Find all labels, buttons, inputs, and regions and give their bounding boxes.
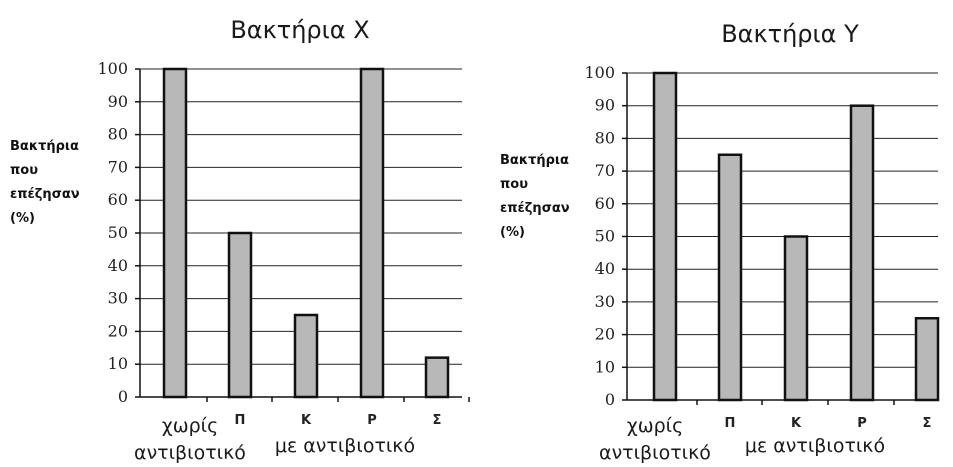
y-tick-label: 30 [595,292,615,311]
bar-Σ [424,356,450,399]
y-tick-label: 80 [595,128,615,147]
y-tick-label: 10 [108,354,128,373]
x-category-label: αντιβιοτικό [134,442,246,464]
y-axis-label: επέζησαν [10,187,80,202]
bar-Σ [914,317,940,402]
x-category-label: Σ [433,413,442,428]
y-tick-label: 50 [108,223,128,242]
x-category-label: χωρίς [162,415,219,437]
y-tick-label: 60 [595,194,615,213]
bar-control [652,71,678,402]
bar-Κ [783,235,809,402]
bar-Κ [293,313,319,399]
y-tick-label: 70 [595,161,615,180]
x-axis-label: με αντιβιοτικό [745,435,885,457]
bar-Ρ [849,104,875,402]
chart-x-title: Βακτήρια Χ [230,16,369,44]
x-category-label: Π [725,416,736,431]
bar-Ρ [359,67,385,399]
y-tick-label: 90 [595,96,615,115]
y-axis-label: που [10,163,38,178]
x-category-label: αντιβιοτικό [599,442,711,464]
bar-Π [717,153,743,402]
y-tick-label: 80 [108,125,128,144]
y-axis-label: Βακτήρια [500,153,569,168]
y-axis-label: (%) [500,225,525,240]
y-tick-label: 100 [584,63,615,82]
bar-control [162,67,188,399]
y-tick-label: 40 [595,259,615,278]
y-axis-label: επέζησαν [500,201,570,216]
x-axis-label: με αντιβιοτικό [275,435,415,457]
x-category-label: Π [235,413,246,428]
y-tick-label: 10 [595,357,615,376]
y-tick-label: 70 [108,157,128,176]
y-tick-label: 30 [108,289,128,308]
y-tick-label: 40 [108,256,128,275]
y-tick-label: 100 [97,59,128,78]
x-category-label: Σ [923,416,932,431]
y-tick-label: 50 [595,227,615,246]
y-axis-label: Βακτήρια [10,139,79,154]
y-tick-label: 20 [595,325,615,344]
chart-y: Βακτήρια Υ 0 10 20 30 40 50 60 70 80 90 100 χωρίς αντ… [500,20,940,464]
y-tick-label: 90 [108,92,128,111]
y-tick-label: 60 [108,190,128,209]
y-tick-label: 20 [108,321,128,340]
y-tick-label: 0 [605,390,615,409]
x-category-label: Κ [301,413,312,428]
x-category-label: Ρ [857,416,867,431]
x-category-label: Κ [791,416,802,431]
y-axis-label: (%) [10,211,35,226]
chart-y-title: Βακτήρια Υ [721,20,859,48]
y-axis-label: που [500,177,528,192]
x-category-label: Ρ [367,413,377,428]
y-tick-label: 0 [118,387,128,406]
bar-Π [227,231,253,399]
chart-x: Βακτήρια Χ 0 10 20 30 40 50 60 70 80 90 100 χωρίς αντ… [10,16,470,464]
x-category-label: χωρίς [627,415,684,437]
